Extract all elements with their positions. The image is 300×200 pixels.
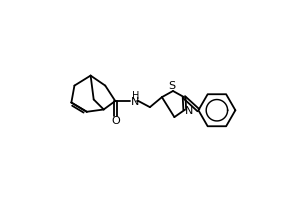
Text: S: S [169, 81, 176, 91]
Text: O: O [111, 116, 120, 126]
Text: N: N [131, 97, 139, 107]
Text: H: H [132, 91, 139, 101]
Text: N: N [185, 106, 194, 116]
